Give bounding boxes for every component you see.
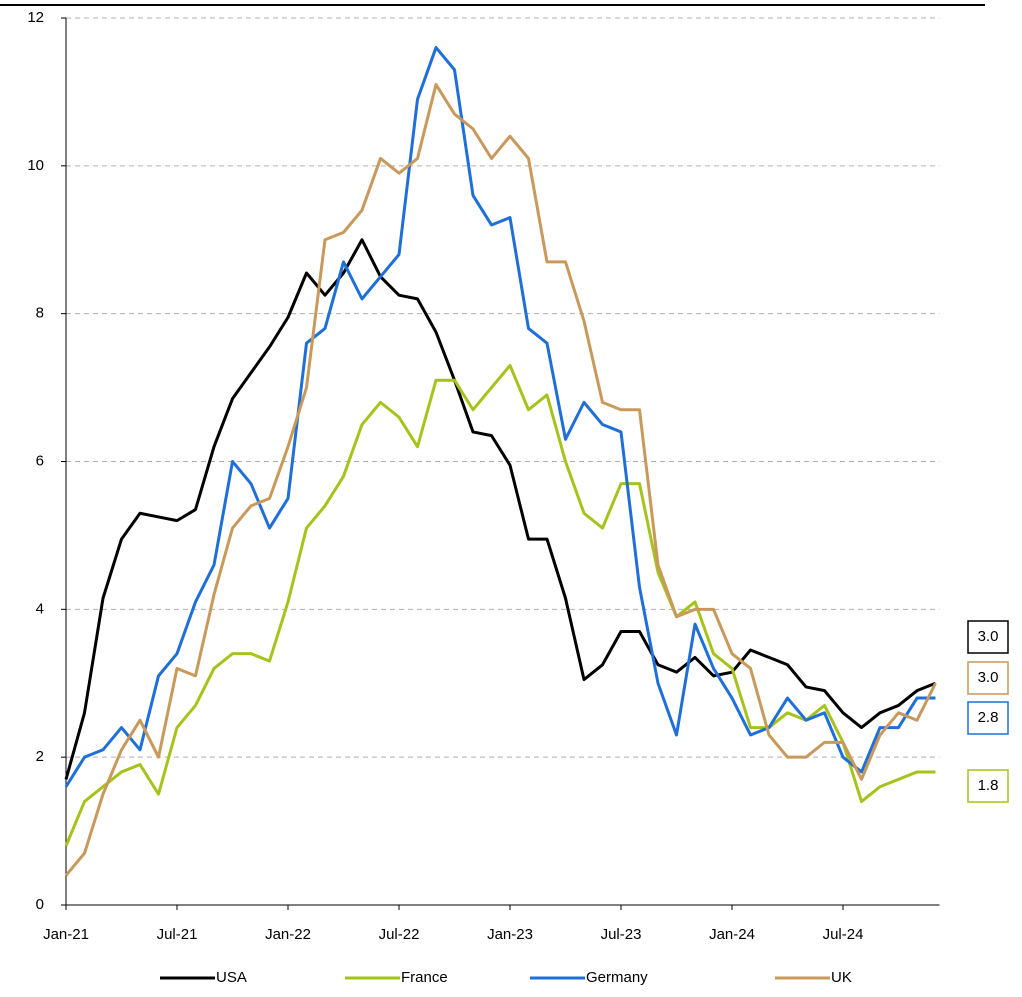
x-tick-label: Jul-21 xyxy=(157,926,198,943)
x-tick-label: Jan-24 xyxy=(709,926,755,943)
x-tick-label: Jul-24 xyxy=(823,926,864,943)
end-label-box xyxy=(967,701,1009,735)
end-label: 1.8 xyxy=(978,777,999,794)
legend-label: Germany xyxy=(586,969,648,986)
y-tick-label: 2 xyxy=(36,748,44,765)
series-line xyxy=(64,238,937,780)
end-label-box xyxy=(967,769,1009,803)
y-tick-label: 10 xyxy=(27,157,44,174)
end-label: 3.0 xyxy=(978,669,999,686)
end-label-box xyxy=(967,661,1009,695)
series-line xyxy=(64,363,936,847)
end-label-box xyxy=(967,620,1009,654)
legend-label: France xyxy=(401,969,448,986)
y-tick-label: 6 xyxy=(36,452,44,469)
x-tick-label: Jul-22 xyxy=(379,926,420,943)
end-label: 2.8 xyxy=(978,709,999,726)
series-line xyxy=(64,46,936,788)
series-line xyxy=(64,83,937,877)
x-tick-label: Jul-23 xyxy=(601,926,642,943)
x-tick-label: Jan-21 xyxy=(43,926,89,943)
y-tick-label: 8 xyxy=(36,305,44,322)
y-tick-label: 12 xyxy=(27,9,44,26)
legend-label: USA xyxy=(216,969,247,986)
x-tick-label: Jan-22 xyxy=(265,926,311,943)
y-tick-label: 0 xyxy=(36,896,44,913)
y-tick-label: 4 xyxy=(36,600,44,617)
end-label: 3.0 xyxy=(978,628,999,645)
legend-label: UK xyxy=(831,969,852,986)
x-tick-label: Jan-23 xyxy=(487,926,533,943)
